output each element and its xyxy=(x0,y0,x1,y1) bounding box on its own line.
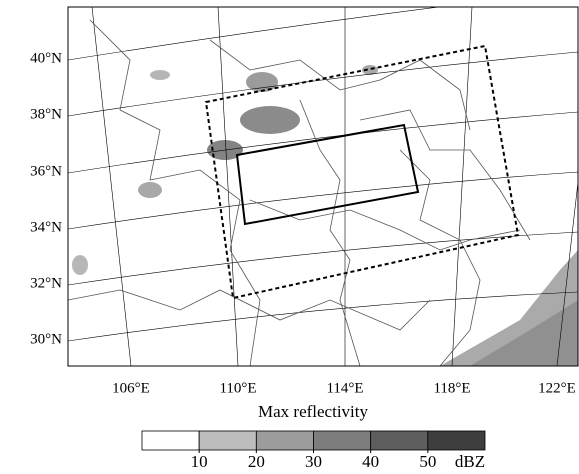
lat-label: 32°N xyxy=(30,275,62,291)
colorbar-tick-label: 30 xyxy=(305,452,322,471)
colorbar-tick-label: 40 xyxy=(362,452,379,471)
colorbar-segment xyxy=(314,431,371,450)
lat-label: 40°N xyxy=(30,50,62,66)
lat-label: 30°N xyxy=(30,331,62,347)
lat-label: 36°N xyxy=(30,163,62,179)
colorbar-segment xyxy=(199,431,256,450)
lon-label: 114°E xyxy=(326,380,363,396)
echoes xyxy=(72,65,578,366)
figure: 40°N 38°N 36°N 34°N 32°N 30°N 106°E 110°E 114°E 1… xyxy=(0,0,579,474)
colorbar-segment xyxy=(256,431,313,450)
lon-label: 118°E xyxy=(433,380,470,396)
colorbar-segment xyxy=(371,431,428,450)
lat-label: 34°N xyxy=(30,219,62,235)
lon-label: 110°E xyxy=(219,380,256,396)
colorbar-segment xyxy=(142,431,199,450)
colorbar-tick-label: 50 xyxy=(419,452,436,471)
lon-label: 106°E xyxy=(112,380,150,396)
colorbar-unit: dBZ xyxy=(455,452,485,471)
map xyxy=(68,0,579,366)
lon-label: 122°E xyxy=(538,380,576,396)
boundaries xyxy=(68,20,530,366)
colorbar-title: Max reflectivity xyxy=(258,402,368,421)
colorbar-tick-label: 10 xyxy=(191,452,208,471)
inner-domain xyxy=(237,125,418,224)
lat-label: 38°N xyxy=(30,106,62,122)
colorbar-tick-label: 20 xyxy=(248,452,265,471)
colorbar: 10 20 30 40 50 dBZ xyxy=(142,431,485,471)
colorbar-segment xyxy=(428,431,485,450)
